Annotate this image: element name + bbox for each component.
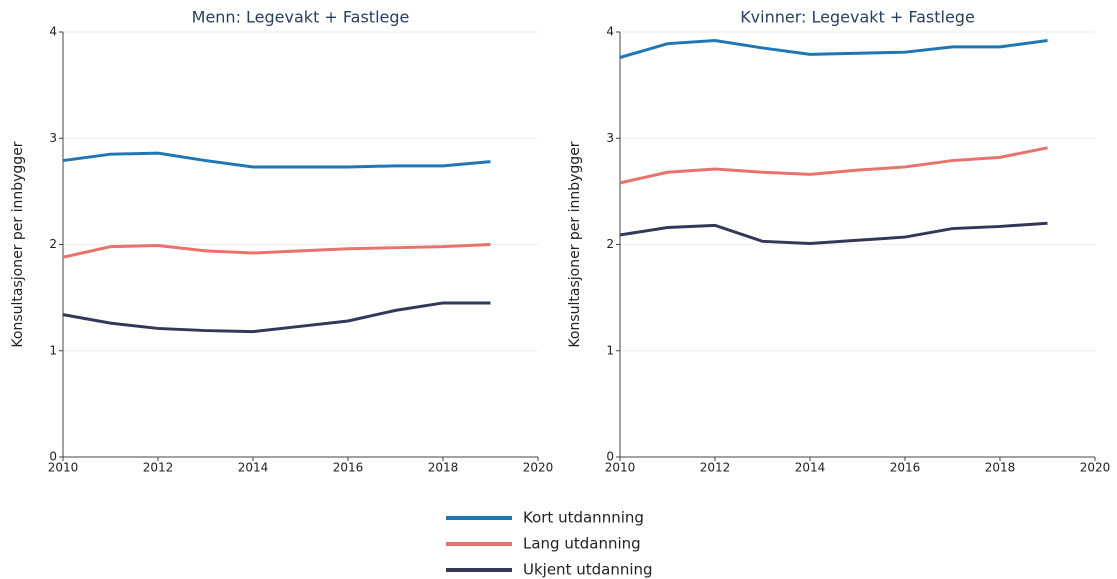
legend-label: Kort utdannning — [523, 509, 644, 527]
x-tick-label: 2014 — [795, 461, 826, 475]
y-tick-label: 2 — [49, 237, 57, 251]
y-tick-label: 3 — [49, 131, 57, 145]
x-tick-label: 2012 — [700, 461, 731, 475]
y-tick-label: 0 — [49, 450, 57, 464]
x-tick-label: 2018 — [985, 461, 1016, 475]
x-tick-label: 2020 — [523, 461, 554, 475]
line-series — [619, 146, 1048, 185]
y-tick-label: 1 — [49, 343, 57, 357]
line-series — [619, 221, 1048, 245]
x-tick-label: 2010 — [605, 461, 636, 475]
y-axis-label: Konsultasjoner per innbygger — [10, 141, 26, 347]
y-tick-label: 0 — [606, 450, 614, 464]
x-tick-label: 2018 — [428, 461, 459, 475]
legend-label: Lang utdanning — [523, 535, 641, 553]
x-tick-label: 2012 — [143, 461, 174, 475]
y-tick-label: 2 — [606, 237, 614, 251]
y-tick-label: 1 — [606, 343, 614, 357]
y-tick-label: 3 — [606, 131, 614, 145]
x-tick-label: 2016 — [333, 461, 364, 475]
line-series — [62, 151, 491, 169]
y-tick-label: 4 — [606, 25, 614, 39]
x-tick-label: 2010 — [48, 461, 79, 475]
chart-title: Menn: Legevakt + Fastlege — [192, 8, 410, 27]
x-tick-label: 2016 — [890, 461, 921, 475]
chart-title: Kvinner: Legevakt + Fastlege — [740, 8, 975, 27]
line-series — [62, 243, 491, 259]
line-series — [62, 301, 491, 334]
y-axis-label: Konsultasjoner per innbygger — [567, 141, 583, 347]
y-tick-label: 4 — [49, 25, 57, 39]
line-series — [619, 38, 1048, 59]
x-tick-label: 2020 — [1080, 461, 1111, 475]
legend-label: Ukjent utdanning — [523, 561, 653, 579]
x-tick-label: 2014 — [238, 461, 269, 475]
